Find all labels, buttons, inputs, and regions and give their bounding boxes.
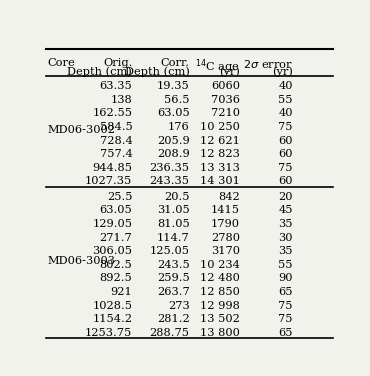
Text: 19.35: 19.35 [157, 81, 190, 91]
Text: 288.75: 288.75 [149, 328, 190, 338]
Text: 63.05: 63.05 [157, 108, 190, 118]
Text: 1253.75: 1253.75 [85, 328, 132, 338]
Text: 306.05: 306.05 [92, 246, 132, 256]
Text: Core: Core [48, 58, 75, 68]
Text: 236.35: 236.35 [149, 163, 190, 173]
Text: 1027.35: 1027.35 [85, 176, 132, 186]
Text: 40: 40 [278, 81, 293, 91]
Text: 584.5: 584.5 [100, 122, 132, 132]
Text: 757.4: 757.4 [100, 149, 132, 159]
Text: 45: 45 [278, 205, 293, 215]
Text: 75: 75 [278, 163, 293, 173]
Text: Orig.: Orig. [103, 58, 132, 68]
Text: 60: 60 [278, 149, 293, 159]
Text: 13 313: 13 313 [200, 163, 240, 173]
Text: 1415: 1415 [211, 205, 240, 215]
Text: 129.05: 129.05 [92, 219, 132, 229]
Text: 944.85: 944.85 [92, 163, 132, 173]
Text: Depth (cm): Depth (cm) [125, 66, 190, 77]
Text: 7036: 7036 [211, 95, 240, 105]
Text: 259.5: 259.5 [157, 273, 190, 284]
Text: 12 998: 12 998 [200, 300, 240, 311]
Text: 13 800: 13 800 [200, 328, 240, 338]
Text: 176: 176 [168, 122, 190, 132]
Text: 75: 75 [278, 122, 293, 132]
Text: 138: 138 [111, 95, 132, 105]
Text: Depth (cm): Depth (cm) [67, 66, 132, 77]
Text: 20.5: 20.5 [164, 192, 190, 202]
Text: 12 621: 12 621 [200, 135, 240, 146]
Text: 75: 75 [278, 314, 293, 324]
Text: 162.55: 162.55 [92, 108, 132, 118]
Text: 243.35: 243.35 [149, 176, 190, 186]
Text: 31.05: 31.05 [157, 205, 190, 215]
Text: 65: 65 [278, 328, 293, 338]
Text: 63.05: 63.05 [100, 205, 132, 215]
Text: 114.7: 114.7 [157, 232, 190, 243]
Text: 6060: 6060 [211, 81, 240, 91]
Text: 2780: 2780 [211, 232, 240, 243]
Text: 63.35: 63.35 [100, 81, 132, 91]
Text: 10 250: 10 250 [200, 122, 240, 132]
Text: 90: 90 [278, 273, 293, 284]
Text: 728.4: 728.4 [100, 135, 132, 146]
Text: $2\sigma$ error: $2\sigma$ error [243, 58, 293, 70]
Text: 802.5: 802.5 [100, 260, 132, 270]
Text: 10 234: 10 234 [200, 260, 240, 270]
Text: 13 502: 13 502 [200, 314, 240, 324]
Text: 1028.5: 1028.5 [92, 300, 132, 311]
Text: 12 480: 12 480 [200, 273, 240, 284]
Text: MD06-3002: MD06-3002 [48, 125, 116, 135]
Text: 30: 30 [278, 232, 293, 243]
Text: 205.9: 205.9 [157, 135, 190, 146]
Text: 892.5: 892.5 [100, 273, 132, 284]
Text: (yr): (yr) [272, 66, 293, 77]
Text: 14 301: 14 301 [200, 176, 240, 186]
Text: 60: 60 [278, 135, 293, 146]
Text: 208.9: 208.9 [157, 149, 190, 159]
Text: 263.7: 263.7 [157, 287, 190, 297]
Text: 35: 35 [278, 219, 293, 229]
Text: 56.5: 56.5 [164, 95, 190, 105]
Text: 3170: 3170 [211, 246, 240, 256]
Text: 273: 273 [168, 300, 190, 311]
Text: 842: 842 [218, 192, 240, 202]
Text: 243.5: 243.5 [157, 260, 190, 270]
Text: 1790: 1790 [211, 219, 240, 229]
Text: 65: 65 [278, 287, 293, 297]
Text: 12 823: 12 823 [200, 149, 240, 159]
Text: 55: 55 [278, 260, 293, 270]
Text: 25.5: 25.5 [107, 192, 132, 202]
Text: 60: 60 [278, 176, 293, 186]
Text: (yr): (yr) [219, 66, 240, 77]
Text: 55: 55 [278, 95, 293, 105]
Text: 125.05: 125.05 [149, 246, 190, 256]
Text: 7210: 7210 [211, 108, 240, 118]
Text: 271.7: 271.7 [100, 232, 132, 243]
Text: 81.05: 81.05 [157, 219, 190, 229]
Text: 1154.2: 1154.2 [92, 314, 132, 324]
Text: 20: 20 [278, 192, 293, 202]
Text: 35: 35 [278, 246, 293, 256]
Text: MD06-3003: MD06-3003 [48, 256, 116, 266]
Text: 40: 40 [278, 108, 293, 118]
Text: Corr.: Corr. [161, 58, 190, 68]
Text: 281.2: 281.2 [157, 314, 190, 324]
Text: $^{14}$C age: $^{14}$C age [195, 58, 240, 76]
Text: 12 850: 12 850 [200, 287, 240, 297]
Text: 921: 921 [111, 287, 132, 297]
Text: 75: 75 [278, 300, 293, 311]
